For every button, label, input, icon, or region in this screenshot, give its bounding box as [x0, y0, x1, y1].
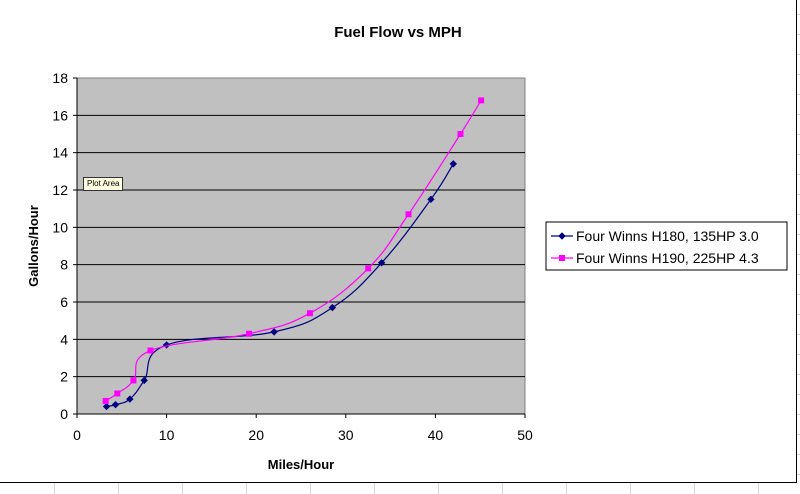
x-axis-label: Miles/Hour — [268, 457, 334, 472]
legend-label-2: Four Winns H190, 225HP 4.3 — [576, 250, 759, 266]
data-point[interactable] — [306, 310, 313, 317]
plot-area-tooltip: Plot Area — [83, 177, 124, 191]
legend[interactable]: Four Winns H180, 135HP 3.0 Four Winns H19… — [545, 221, 788, 271]
x-tick-label: 0 — [73, 427, 81, 443]
plot-area[interactable] — [76, 77, 526, 415]
tick-labels: 0 2 4 6 8 10 12 14 16 18 0 10 20 30 40 50 — [52, 70, 533, 443]
data-point[interactable] — [102, 397, 109, 404]
axes — [73, 77, 526, 418]
y-tick-label: 4 — [60, 331, 68, 347]
y-tick-label: 16 — [52, 107, 68, 123]
data-point[interactable] — [365, 265, 372, 272]
data-point[interactable] — [102, 402, 111, 411]
data-point[interactable] — [405, 211, 412, 218]
data-point[interactable] — [130, 377, 137, 384]
x-tick-label: 40 — [428, 427, 444, 443]
gridlines — [77, 114, 525, 378]
data-point[interactable] — [457, 131, 464, 137]
data-point[interactable] — [147, 347, 154, 354]
legend-label-1: Four Winns H180, 135HP 3.0 — [576, 228, 759, 244]
data-point[interactable] — [111, 400, 120, 409]
data-point[interactable] — [449, 160, 458, 168]
data-point[interactable] — [126, 395, 134, 403]
data-point[interactable] — [328, 303, 337, 312]
y-tick-label: 6 — [60, 294, 68, 310]
legend-marker-2[interactable] — [559, 255, 565, 261]
chart-area[interactable]: Fuel Flow vs MPH 0 2 4 6 8 10 12 14 16 18 0 10 20 30 4… — [0, 0, 797, 483]
data-point[interactable] — [246, 330, 253, 337]
x-tick-label: 20 — [248, 427, 264, 443]
series-lines — [102, 97, 485, 411]
data-point[interactable] — [427, 195, 435, 204]
y-tick-label: 12 — [52, 182, 68, 198]
y-tick-label: 14 — [52, 145, 68, 161]
x-tick-label: 10 — [159, 427, 175, 443]
series-2[interactable] — [102, 97, 485, 404]
data-point[interactable] — [140, 376, 148, 385]
data-point[interactable] — [270, 328, 278, 336]
chart-svg: Fuel Flow vs MPH 0 2 4 6 8 10 12 14 16 18 0 10 20 30 4… — [26, 24, 788, 472]
data-point[interactable] — [377, 259, 386, 267]
y-tick-label: 18 — [52, 70, 68, 86]
data-point[interactable] — [478, 97, 485, 104]
x-tick-label: 30 — [338, 427, 354, 443]
x-tick-label: 50 — [517, 427, 533, 443]
data-point[interactable] — [114, 390, 121, 397]
y-tick-label: 8 — [60, 257, 68, 273]
chart-title: Fuel Flow vs MPH — [334, 24, 462, 41]
y-tick-label: 10 — [52, 219, 68, 235]
legend-box — [545, 221, 788, 271]
series-2-line[interactable] — [105, 100, 482, 402]
y-axis-label: Gallons/Hour — [26, 205, 41, 287]
legend-marker-1[interactable] — [558, 232, 566, 240]
y-tick-label: 0 — [60, 406, 68, 422]
y-tick-label: 2 — [60, 369, 68, 385]
